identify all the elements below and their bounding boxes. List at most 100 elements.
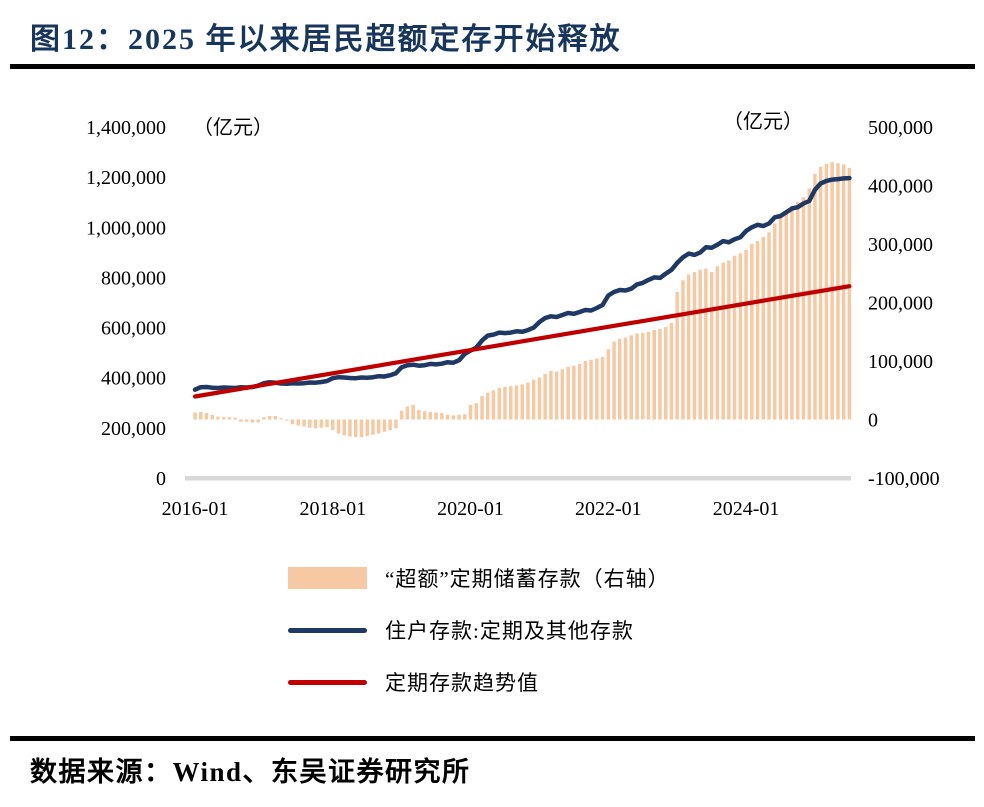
footer-divider-rule [10,736,975,741]
excess-deposit-bar [790,206,794,420]
right-axis-tick-label: -100,000 [868,468,940,490]
excess-deposit-bar [635,333,639,420]
excess-deposit-bar [422,411,427,420]
x-axis-tick-label: 2022-01 [575,498,642,520]
excess-deposit-bar [658,328,662,420]
excess-deposit-bar [566,366,570,420]
excess-deposit-bar [285,419,289,421]
excess-deposit-bar [434,412,438,420]
excess-deposit-bar [480,396,484,420]
excess-deposit-bar [331,419,335,430]
excess-deposit-bar [216,416,220,420]
right-axis-tick-label: 100,000 [868,351,933,373]
excess-deposit-bar [686,274,691,420]
excess-deposit-bar [468,404,473,420]
x-axis-tick-label: 2024-01 [713,498,780,520]
title-divider-rule [10,64,975,69]
chart-legend: “超额”定期储蓄存款（右轴） 住户存款:定期及其他存款 定期存款趋势值 [288,562,670,698]
excess-deposit-bar [664,327,668,420]
left-axis-tick-label: 600,000 [101,318,166,340]
excess-deposit-bar [491,390,496,420]
right-axis-tick-label: 200,000 [868,293,933,315]
excess-deposit-bar [290,419,295,425]
excess-deposit-bar [244,419,249,422]
left-axis-tick-label: 200,000 [101,418,166,440]
excess-deposit-bar [486,392,490,420]
right-axis-tick-label: 0 [868,410,878,432]
right-axis-unit-label: （亿元） [723,110,803,133]
excess-deposit-bar [348,419,352,437]
excess-deposit-bar [520,384,524,420]
excess-deposit-bar [744,249,748,420]
left-axis-tick-label: 400,000 [101,368,166,390]
excess-deposit-bar [531,379,536,420]
excess-deposit-bar [796,201,800,420]
excess-deposit-bar [595,358,599,420]
legend-item-trend-line: 定期存款趋势值 [288,666,670,698]
legend-label: 住户存款:定期及其他存款 [385,619,634,643]
excess-deposit-bar [445,414,450,420]
excess-deposit-bar [497,387,501,420]
excess-deposit-bar [417,410,421,420]
excess-deposit-bar [709,272,714,420]
excess-deposit-bar [388,419,392,430]
trend-line-path [192,284,852,399]
right-axis-tick-label: 500,000 [868,117,933,139]
excess-deposit-bar [692,272,697,420]
x-axis-tick-label: 2020-01 [437,498,504,520]
excess-deposit-bar [641,332,645,420]
excess-deposit-bar [302,419,306,427]
excess-deposit-bar [394,419,398,429]
red-line-swatch-icon [288,679,367,685]
excess-deposit-bar [411,404,415,420]
excess-deposit-bar [308,419,312,428]
x-axis-tick-label: 2018-01 [299,498,366,520]
excess-deposit-bar [784,210,788,420]
excess-deposit-bar [313,419,318,429]
excess-deposit-bar [371,419,375,435]
right-axis-tick-label: 400,000 [868,176,933,198]
excess-deposit-bar [267,416,272,420]
excess-deposit-bar [273,416,278,420]
excess-deposit-bar [761,237,765,420]
axis-baseline [185,476,851,481]
excess-deposit-bar [732,255,737,420]
chart-area: 1,400,000 1,200,000 1,000,000 800,000 600,00… [0,90,984,540]
excess-deposit-bar [629,335,633,420]
legend-label: “超额”定期储蓄存款（右轴） [385,567,670,591]
excess-deposit-bar [256,419,260,423]
excess-deposit-bar [319,419,323,428]
excess-deposit-bar [589,359,593,420]
excess-deposit-bar [583,361,588,420]
left-axis-tick-label: 0 [156,468,166,490]
left-axis-tick-label: 1,200,000 [86,167,166,189]
excess-deposit-bar [612,341,616,420]
left-axis-unit-label: （亿元） [193,116,273,139]
excess-deposit-bar [572,365,576,420]
excess-deposit-bar [738,253,743,420]
excess-deposit-bar [841,164,846,420]
excess-deposit-bar [474,403,478,420]
excess-deposit-bar [376,419,381,434]
excess-deposit-bar [681,280,685,420]
excess-deposit-bar [279,418,283,420]
excess-deposit-bar [727,260,731,420]
navy-line-swatch-icon [288,627,367,633]
chart-svg: 1,400,000 1,200,000 1,000,000 800,000 600,00… [86,110,940,520]
excess-deposit-bar [405,406,410,420]
excess-deposit-bar [560,369,565,420]
excess-deposit-bar [342,419,346,436]
excess-deposit-bar [440,413,444,420]
excess-deposit-bar [382,419,387,432]
excess-deposit-bar [721,262,725,420]
figure-title: 图12：2025 年以来居民超额定存开始释放 [30,23,622,56]
excess-deposit-bar [325,419,329,428]
excess-deposit-bar [526,382,530,420]
excess-deposit-bar [296,419,301,426]
legend-item-excess-bars: “超额”定期储蓄存款（右轴） [288,562,670,594]
excess-deposit-bar [354,419,358,438]
excess-deposit-bar [509,386,513,420]
excess-deposit-bar [336,419,341,434]
excess-deposit-bar [233,417,237,420]
